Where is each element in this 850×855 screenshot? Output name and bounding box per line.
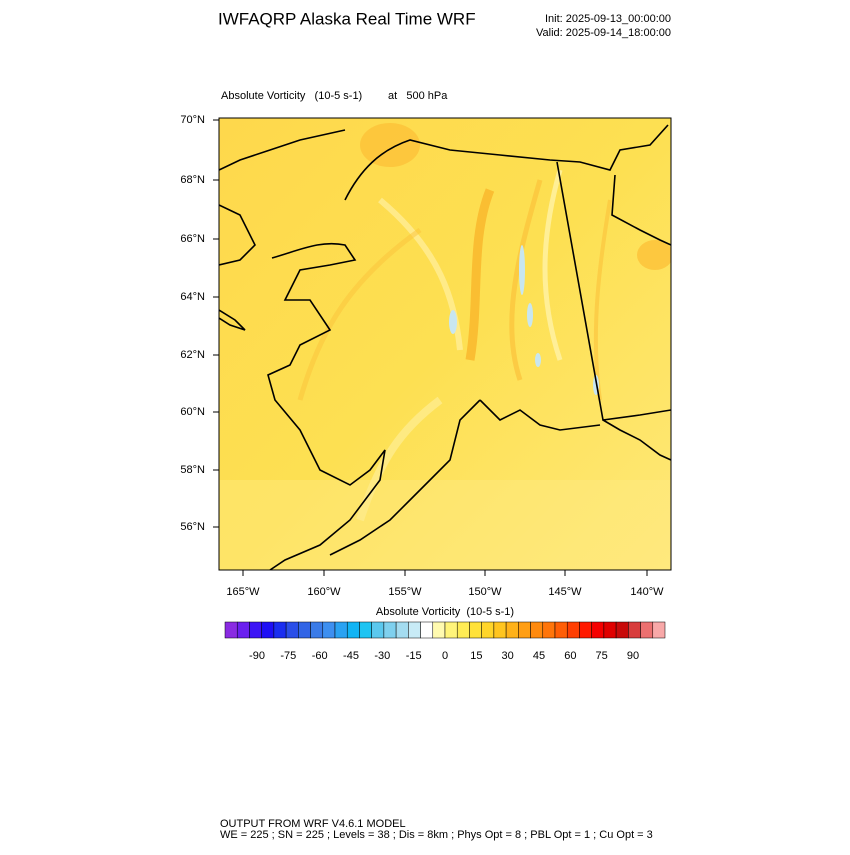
lat-label: 68°N	[180, 174, 205, 186]
color-box	[530, 621, 544, 639]
color-box	[579, 621, 592, 639]
lon-label: 145°W	[548, 586, 582, 598]
colorbar-label: 90	[627, 650, 639, 662]
color-box	[542, 621, 556, 639]
color-box	[310, 621, 324, 639]
colorbar-title: Absolute Vorticity (10-5 s-1)	[376, 606, 514, 618]
color-box	[249, 621, 262, 639]
color-box	[603, 621, 617, 639]
color-box	[395, 621, 409, 639]
lon-label: 140°W	[630, 586, 664, 598]
color-box	[652, 621, 666, 639]
color-box	[493, 621, 507, 639]
color-box	[469, 621, 482, 639]
color-box	[591, 621, 605, 639]
color-box	[456, 621, 470, 639]
lon-label: 150°W	[468, 586, 502, 598]
color-box	[334, 621, 348, 639]
color-box	[505, 621, 519, 639]
footer-line: OUTPUT FROM WRF V4.6.1 MODEL	[220, 818, 406, 830]
lat-label: 60°N	[180, 406, 205, 418]
colorbar-label: -60	[312, 650, 328, 662]
color-box	[224, 621, 238, 639]
valid-time: Valid: 2025-09-14_18:00:00	[536, 27, 671, 39]
colorbar-label: 75	[596, 650, 608, 662]
color-box	[518, 621, 531, 639]
color-box	[359, 621, 372, 639]
field-label: Absolute Vorticity (10-5 s-1)	[221, 90, 362, 102]
color-box	[285, 621, 299, 639]
colorbar-label: 60	[564, 650, 576, 662]
color-box	[236, 621, 250, 639]
color-box	[371, 621, 385, 639]
color-box	[444, 621, 458, 639]
colorbar-label: -30	[374, 650, 390, 662]
map-field	[219, 118, 671, 570]
colorbar-label: 0	[442, 650, 448, 662]
lat-label: 70°N	[180, 114, 205, 126]
lat-label: 64°N	[180, 291, 205, 303]
colorbar-label: 45	[533, 650, 545, 662]
lat-label: 62°N	[180, 349, 205, 361]
level-label: at 500 hPa	[388, 90, 448, 102]
footer-line: WE = 225 ; SN = 225 ; Levels = 38 ; Dis …	[220, 829, 653, 841]
color-box	[615, 621, 629, 639]
colorbar-label: -45	[343, 650, 359, 662]
color-box	[383, 621, 397, 639]
color-box	[298, 621, 311, 639]
color-box	[554, 621, 568, 639]
title: IWFAQRP Alaska Real Time WRF	[218, 9, 476, 28]
colorbar-label: -15	[406, 650, 422, 662]
colorbar-label: 15	[470, 650, 482, 662]
color-box	[628, 621, 641, 639]
lon-label: 155°W	[388, 586, 422, 598]
color-box	[481, 621, 495, 639]
colorbar-label: -90	[249, 650, 265, 662]
color-box	[408, 621, 421, 639]
lat-label: 58°N	[180, 464, 205, 476]
color-box	[261, 621, 275, 639]
lat-label: 56°N	[180, 521, 205, 533]
color-box	[346, 621, 360, 639]
color-box	[273, 621, 287, 639]
lon-label: 160°W	[307, 586, 341, 598]
lat-label: 66°N	[180, 233, 205, 245]
init-time: Init: 2025-09-13_00:00:00	[545, 13, 671, 25]
color-box	[420, 621, 434, 639]
color-box	[640, 621, 654, 639]
color-box	[322, 621, 336, 639]
colorbar-label: -75	[280, 650, 296, 662]
color-box	[566, 621, 580, 639]
colorbar-label: 30	[502, 650, 514, 662]
map-frame	[218, 117, 672, 571]
color-box	[432, 621, 446, 639]
lon-label: 165°W	[226, 586, 260, 598]
